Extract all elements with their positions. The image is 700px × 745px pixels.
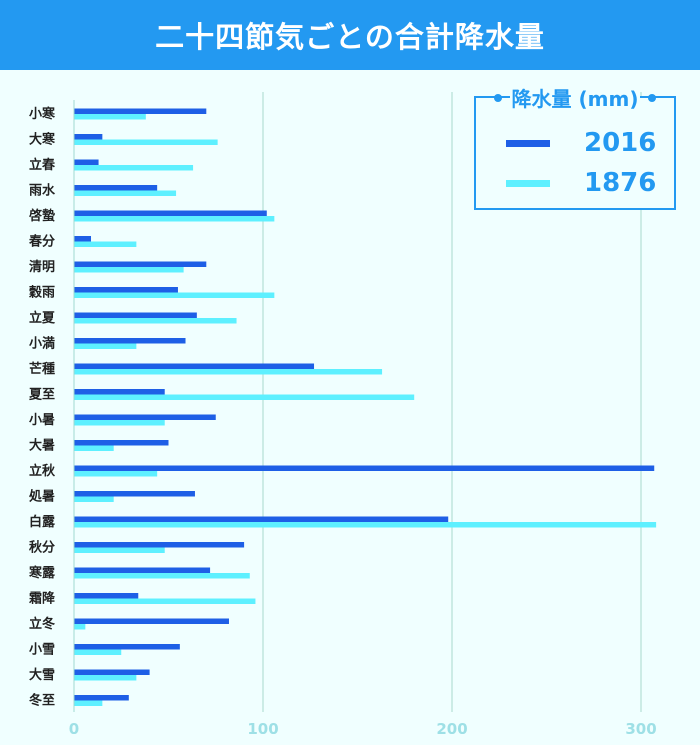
category-label: 大寒 bbox=[29, 132, 56, 148]
legend-swatch-2016 bbox=[506, 139, 550, 147]
bar-1876 bbox=[74, 624, 86, 630]
legend-swatch-1876 bbox=[506, 179, 550, 187]
bar-2016 bbox=[74, 695, 129, 701]
category-label: 小満 bbox=[29, 336, 55, 352]
bar-1876 bbox=[74, 598, 256, 604]
legend-label-2016: 2016 bbox=[584, 128, 657, 158]
category-label: 白露 bbox=[29, 514, 56, 530]
bar-1876 bbox=[74, 420, 165, 426]
category-label: 大雪 bbox=[29, 667, 55, 683]
x-tick-label: 200 bbox=[436, 720, 467, 738]
bar-1876 bbox=[74, 496, 114, 502]
bar-1876 bbox=[74, 241, 137, 247]
category-label: 大暑 bbox=[29, 438, 55, 454]
category-label: 処暑 bbox=[28, 489, 55, 505]
bar-2016 bbox=[74, 236, 92, 242]
category-label: 春分 bbox=[28, 234, 55, 250]
bar-2016 bbox=[74, 185, 158, 191]
bar-2016 bbox=[74, 618, 229, 624]
bar-1876 bbox=[74, 267, 184, 273]
legend-item-1876: 1876 bbox=[506, 168, 656, 198]
category-label: 穀雨 bbox=[28, 285, 55, 301]
legend-dot-right bbox=[648, 93, 657, 102]
bar-2016 bbox=[74, 108, 207, 114]
category-label: 秋分 bbox=[29, 540, 55, 556]
bar-2016 bbox=[74, 491, 195, 497]
x-tick-label: 0 bbox=[69, 720, 79, 738]
bar-2016 bbox=[74, 669, 150, 675]
bar-1876 bbox=[74, 394, 415, 400]
bar-2016 bbox=[74, 159, 99, 165]
category-label: 霜降 bbox=[28, 591, 56, 607]
bar-1876 bbox=[74, 318, 237, 324]
bar-1876 bbox=[74, 216, 275, 222]
x-tick-label: 300 bbox=[625, 720, 656, 738]
bar-1876 bbox=[74, 522, 657, 528]
bar-2016 bbox=[74, 261, 207, 267]
category-label: 立冬 bbox=[29, 616, 55, 632]
bar-2016 bbox=[74, 440, 169, 446]
bar-1876 bbox=[74, 165, 194, 171]
legend: 降水量 (mm) 2016 1876 bbox=[474, 83, 676, 210]
bar-2016 bbox=[74, 465, 655, 471]
category-label: 芒種 bbox=[29, 361, 55, 377]
x-tick-label: 100 bbox=[247, 720, 278, 738]
category-label: 夏至 bbox=[28, 388, 55, 403]
bar-2016 bbox=[74, 338, 186, 344]
bar-2016 bbox=[74, 287, 178, 293]
bar-2016 bbox=[74, 644, 180, 650]
category-label: 小雪 bbox=[29, 642, 55, 658]
category-label: 小寒 bbox=[29, 106, 56, 122]
bar-1876 bbox=[74, 114, 146, 120]
bar-1876 bbox=[74, 573, 250, 579]
legend-dot-left bbox=[493, 93, 502, 102]
bar-2016 bbox=[74, 210, 267, 216]
bar-2016 bbox=[74, 363, 315, 369]
legend-title-text: 降水量 (mm) bbox=[509, 83, 641, 112]
chart-header: 二十四節気ごとの合計降水量 bbox=[0, 0, 700, 70]
bar-2016 bbox=[74, 312, 197, 318]
bar-2016 bbox=[74, 134, 103, 140]
legend-title: 降水量 (mm) bbox=[476, 83, 674, 112]
legend-label-1876: 1876 bbox=[584, 168, 657, 198]
category-label: 立秋 bbox=[29, 463, 56, 479]
bar-2016 bbox=[74, 516, 449, 522]
bar-1876 bbox=[74, 292, 275, 298]
category-label: 冬至 bbox=[29, 693, 55, 709]
bar-1876 bbox=[74, 547, 165, 553]
bar-1876 bbox=[74, 700, 103, 706]
category-label: 啓蟄 bbox=[29, 208, 55, 224]
bar-2016 bbox=[74, 567, 211, 573]
category-label: 小暑 bbox=[29, 413, 55, 428]
bar-1876 bbox=[74, 369, 383, 375]
legend-item-2016: 2016 bbox=[506, 128, 656, 158]
category-label: 清明 bbox=[29, 259, 55, 275]
bar-1876 bbox=[74, 139, 218, 145]
category-label: 寒露 bbox=[28, 565, 56, 581]
bar-2016 bbox=[74, 414, 216, 420]
category-label: 立春 bbox=[29, 157, 56, 173]
bar-2016 bbox=[74, 593, 139, 599]
bar-2016 bbox=[74, 389, 165, 395]
bar-2016 bbox=[74, 542, 245, 548]
bar-1876 bbox=[74, 471, 158, 477]
category-label: 雨水 bbox=[29, 183, 56, 199]
chart-title: 二十四節気ごとの合計降水量 bbox=[155, 20, 545, 54]
bar-1876 bbox=[74, 190, 177, 196]
bar-1876 bbox=[74, 445, 114, 451]
bar-1876 bbox=[74, 675, 137, 681]
bar-1876 bbox=[74, 343, 137, 349]
bar-1876 bbox=[74, 649, 122, 655]
category-label: 立夏 bbox=[29, 310, 56, 326]
